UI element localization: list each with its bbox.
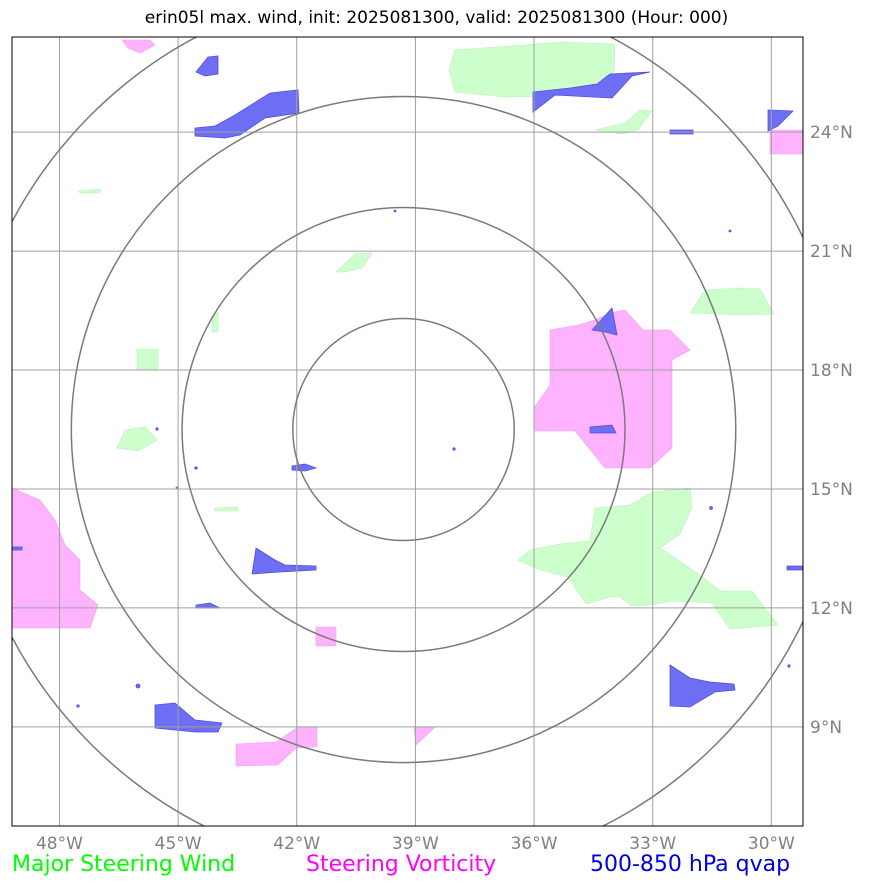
- lat-tick-label: 21°N: [810, 242, 853, 262]
- qvap-area: [12, 546, 23, 551]
- wind-area: [211, 311, 219, 333]
- lat-tick-label: 24°N: [810, 123, 853, 143]
- qvap-area: [195, 55, 219, 77]
- wind-area: [214, 506, 239, 512]
- qvap-speck: [135, 683, 141, 689]
- legend-steering-vorticity: Steering Vorticity: [306, 852, 497, 877]
- qvap-speck: [76, 704, 80, 708]
- vorticity-area: [12, 487, 99, 629]
- qvap-speck: [709, 506, 713, 510]
- qvap-area: [532, 71, 651, 113]
- wind-area: [77, 188, 101, 194]
- wind-area: [335, 252, 373, 273]
- lat-tick-label: 15°N: [810, 480, 853, 500]
- vorticity-area: [769, 129, 803, 155]
- lon-tick-label: 48°W: [36, 834, 83, 854]
- lat-tick-label: 18°N: [810, 361, 853, 381]
- range-ring: [70, 95, 737, 764]
- range-ring: [181, 206, 626, 653]
- qvap-speck: [452, 447, 456, 451]
- axis-ticks: 48°W 45°W 42°W 39°W 36°W 33°W 30°W 24°N 21°N 18°N…: [36, 123, 853, 854]
- range-ring: [292, 317, 516, 542]
- lat-tick-label: 12°N: [810, 599, 853, 619]
- lon-tick-label: 45°W: [155, 834, 202, 854]
- map-frame: [11, 36, 804, 827]
- range-rings: [12, 37, 803, 826]
- vorticity-area: [121, 39, 156, 54]
- qvap-area: [591, 307, 618, 336]
- wind-area: [594, 109, 653, 135]
- qvap-speck: [155, 427, 159, 431]
- qvap-area: [589, 424, 617, 434]
- lat-lon-grid: [12, 37, 803, 826]
- vorticity-area: [315, 626, 337, 647]
- qvap-area: [767, 109, 794, 132]
- qvap-speck: [393, 209, 397, 213]
- legend-qvap: 500-850 hPa qvap: [590, 852, 791, 877]
- lon-tick-label: 30°W: [748, 834, 795, 854]
- qvap-speck: [787, 664, 791, 668]
- wind-area: [689, 287, 775, 316]
- lon-tick-label: 36°W: [511, 834, 558, 854]
- wind-area: [116, 426, 158, 452]
- map-title: erin05l max. wind, init: 2025081300, val…: [144, 8, 729, 28]
- qvap-area: [786, 565, 803, 571]
- lon-tick-label: 42°W: [273, 834, 320, 854]
- qvap-speck: [194, 466, 198, 470]
- lon-tick-label: 39°W: [392, 834, 439, 854]
- wind-area: [136, 348, 159, 370]
- qvap-speck: [728, 229, 732, 233]
- wind-area: [517, 487, 779, 630]
- legend-steering-wind: Major Steering Wind: [12, 852, 236, 877]
- qvap-area: [669, 664, 736, 708]
- lat-tick-label: 9°N: [810, 718, 842, 738]
- qvap-area: [291, 463, 318, 472]
- lon-tick-label: 33°W: [629, 834, 676, 854]
- qvap-area: [251, 547, 317, 575]
